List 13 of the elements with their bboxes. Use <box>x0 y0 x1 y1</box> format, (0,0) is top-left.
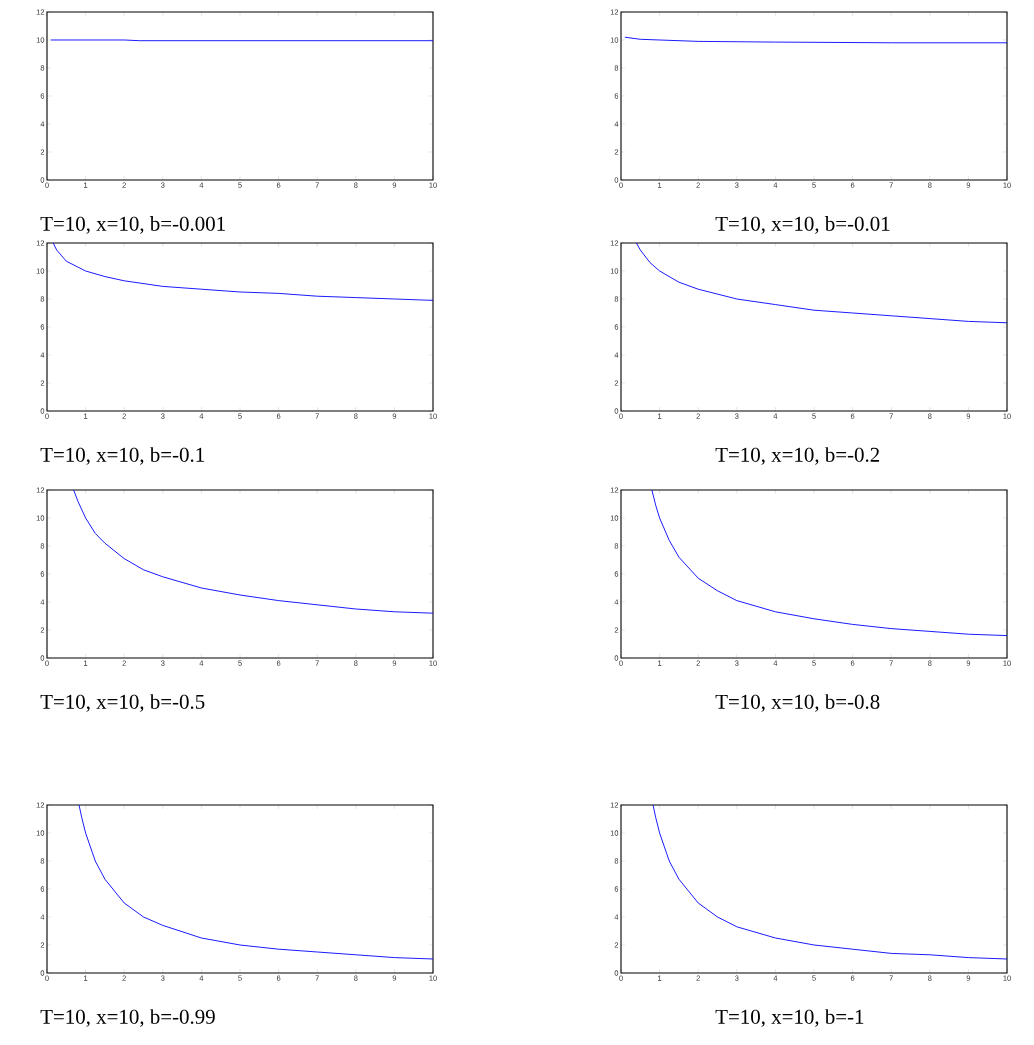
text: T=10, x=10, b=-0.99 <box>40 1009 215 1027</box>
line-series <box>636 242 1008 324</box>
text: T=10, x=10, b=-0.5 <box>40 694 205 712</box>
text: T=10, x=10, b=-0.2 <box>715 447 880 465</box>
text: T=10, x=10, b=-0.8 <box>715 694 880 712</box>
text: T=10, x=10, b=-0.01 <box>715 216 890 234</box>
line-series <box>652 805 1008 960</box>
line-series <box>78 805 433 960</box>
text: T=10, x=10, b=-1 <box>715 1009 864 1027</box>
line-series <box>651 489 1008 637</box>
line-series <box>52 242 433 301</box>
text: T=10, x=10, b=-0.001 <box>40 216 225 234</box>
text: T=10, x=10, b=-0.1 <box>40 447 204 465</box>
